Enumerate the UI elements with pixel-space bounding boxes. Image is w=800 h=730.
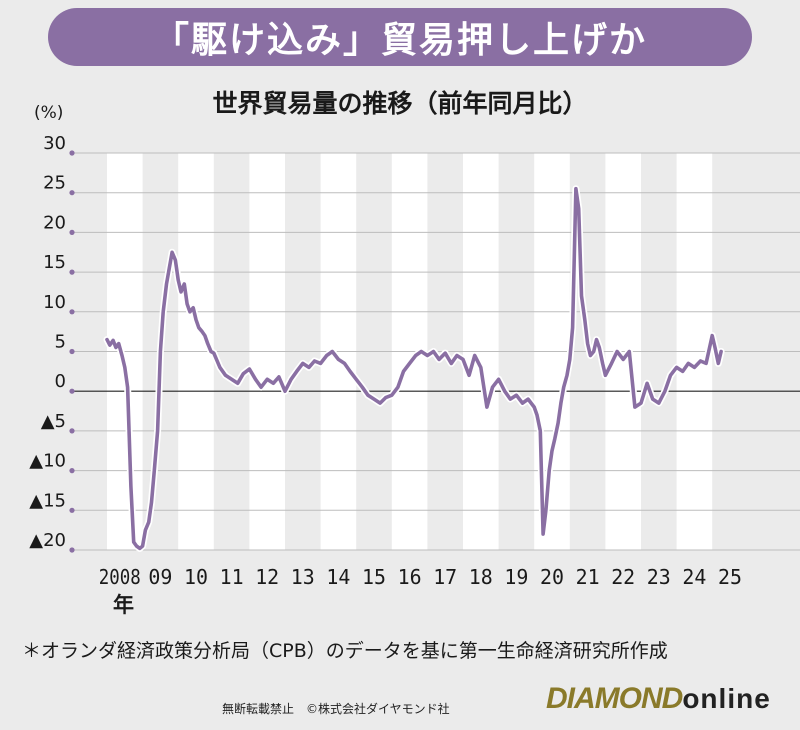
brand-logo-part1: DIAMOND bbox=[546, 682, 683, 715]
y-axis-unit: (%) bbox=[34, 103, 63, 123]
y-tick-label: ▲5 bbox=[41, 411, 66, 432]
y-tick-dot bbox=[69, 348, 75, 355]
y-tick-dot bbox=[69, 507, 75, 513]
x-tick-label: 2008 bbox=[99, 565, 141, 589]
y-tick-dot bbox=[69, 428, 75, 434]
y-tick-dot bbox=[69, 309, 75, 315]
series-line bbox=[103, 185, 725, 552]
y-tick-label: ▲20 bbox=[29, 530, 66, 551]
source-note: ＊オランダ経済政策分析局（CPB）のデータを基に第一生命経済研究所作成 bbox=[22, 640, 668, 662]
x-tick-label: 20 bbox=[540, 565, 564, 589]
y-axis-ticks: 30 25 20 15 10 5 0 ▲5 ▲10 ▲15 ▲20 bbox=[29, 133, 75, 553]
y-tick-label: 10 bbox=[43, 292, 66, 313]
x-tick-label: 19 bbox=[504, 565, 528, 589]
y-tick-label: 20 bbox=[43, 212, 66, 233]
gridlines bbox=[72, 152, 800, 551]
x-axis-suffix: 年 bbox=[113, 593, 134, 617]
brand-logo-part2: online bbox=[682, 683, 771, 714]
y-tick-label: 25 bbox=[43, 173, 66, 194]
x-tick-label: 22 bbox=[611, 565, 635, 589]
x-tick-label: 13 bbox=[291, 565, 315, 589]
x-tick-label: 12 bbox=[255, 565, 279, 589]
y-tick-dot bbox=[69, 468, 75, 474]
x-tick-label: 09 bbox=[148, 565, 172, 589]
chart-title: 世界貿易量の推移（前年同月比） bbox=[212, 89, 588, 118]
y-tick-dot bbox=[69, 269, 75, 275]
y-tick-dot bbox=[69, 388, 75, 394]
y-tick-label: ▲15 bbox=[29, 490, 66, 511]
y-tick-label: 0 bbox=[55, 371, 66, 392]
y-tick-label: 15 bbox=[43, 252, 66, 273]
x-tick-label: 23 bbox=[647, 565, 671, 589]
brand-logo: DIAMONDonline bbox=[546, 684, 771, 714]
y-tick-dot bbox=[69, 229, 75, 235]
x-axis-ticks: 2008 09 10 11 12 13 14 15 16 17 18 19 20 21 22 23 24 25 bbox=[99, 565, 742, 589]
x-tick-label: 14 bbox=[326, 565, 350, 589]
x-tick-label: 21 bbox=[576, 565, 600, 589]
x-tick-label: 15 bbox=[362, 565, 386, 589]
x-tick-label: 11 bbox=[220, 565, 244, 589]
y-tick-dot bbox=[69, 190, 75, 196]
headline-banner: 「駆け込み」貿易押し上げか bbox=[48, 8, 752, 66]
copyright-text: 無断転載禁止 ©株式会社ダイヤモンド社 bbox=[222, 702, 450, 716]
y-tick-dot bbox=[69, 150, 75, 156]
line-chart: 30 25 20 15 10 5 0 ▲5 ▲10 ▲15 ▲20 2008 09 10 11 12 13 14… bbox=[29, 103, 800, 617]
x-tick-label: 18 bbox=[469, 565, 493, 589]
x-tick-label: 24 bbox=[682, 565, 706, 589]
x-tick-label: 25 bbox=[718, 565, 742, 589]
y-tick-label: ▲10 bbox=[29, 451, 66, 472]
x-tick-label: 16 bbox=[398, 565, 422, 589]
x-tick-label: 10 bbox=[184, 565, 208, 589]
series-line-0 bbox=[105, 186, 723, 551]
x-tick-label: 17 bbox=[433, 565, 457, 589]
y-tick-label: 30 bbox=[43, 133, 66, 154]
y-tick-label: 5 bbox=[55, 332, 66, 353]
y-tick-dot bbox=[69, 547, 75, 553]
